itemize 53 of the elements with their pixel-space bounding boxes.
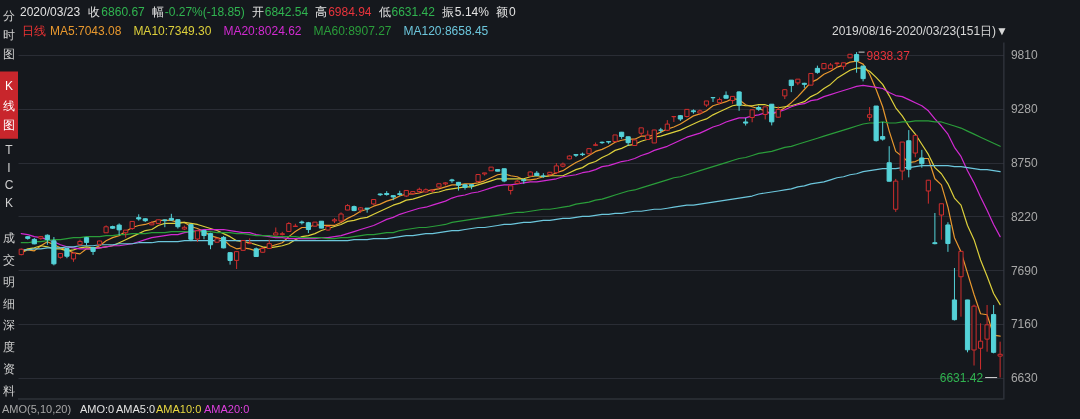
text: MA60:8907.27: [313, 24, 392, 38]
candlestick: [723, 90, 729, 99]
text: 成交明细: [3, 231, 15, 311]
text: MA5:7043.08: [50, 24, 122, 38]
candlestick: [710, 97, 716, 103]
text: MA20:8024.62: [223, 24, 302, 38]
line-series: [20, 120, 1001, 244]
candlestick: [736, 90, 742, 112]
text: 2020/03/23: [20, 5, 81, 19]
y-tick-label: 7160: [1010, 317, 1038, 332]
candlestick: [951, 267, 958, 321]
annotation: 6631.42: [939, 370, 984, 385]
text: 幅-0.27%(-18.85): [151, 5, 245, 19]
candlestick: [938, 203, 944, 241]
y-tick-label: 9280: [1010, 102, 1038, 117]
text: K线图: [3, 79, 15, 132]
text: 振5.14%: [441, 5, 490, 19]
y-tick-label: 8750: [1010, 156, 1038, 171]
y-tick-label: 7690: [1010, 263, 1038, 278]
line-series: [20, 84, 1001, 250]
candlestick: [984, 304, 990, 353]
candlestick: [886, 145, 892, 182]
candlestick: [945, 221, 951, 253]
text: 2019/08/16-2020/03/23(151日)▼: [831, 24, 1008, 38]
y-tick-label: 9810: [1010, 48, 1038, 63]
text: 收6860.67: [88, 5, 146, 19]
text: 分时图: [3, 9, 15, 61]
text: AMO(5,10,20): [2, 403, 72, 415]
text: 深度资料: [3, 318, 15, 398]
candlestick: [932, 212, 938, 245]
text: AMA20:0: [204, 403, 250, 415]
candlestick: [51, 236, 57, 266]
text: 高6984.94: [315, 5, 372, 19]
candlestick: [671, 115, 677, 123]
candlestick: [364, 207, 370, 214]
candlestick: [997, 341, 1003, 379]
text: 开6842.54: [251, 5, 309, 19]
y-tick-label: 8220: [1010, 209, 1038, 224]
candlestick: [853, 51, 860, 74]
text: AMA5:0: [116, 403, 156, 415]
candlestick: [769, 103, 775, 126]
text: 日线: [22, 24, 46, 38]
text: AMO:0: [80, 403, 115, 415]
candlestick: [449, 178, 455, 184]
text: AMA10:0: [156, 403, 202, 415]
text: 低6631.42: [378, 5, 436, 19]
text: TICK: [4, 143, 14, 211]
text: MA10:7349.30: [133, 24, 212, 38]
text: 额0: [495, 5, 516, 19]
candlestick: [912, 134, 918, 158]
text: MA120:8658.45: [403, 24, 489, 38]
y-tick-label: 6630: [1010, 371, 1038, 386]
annotation: 9838.37: [866, 49, 911, 64]
